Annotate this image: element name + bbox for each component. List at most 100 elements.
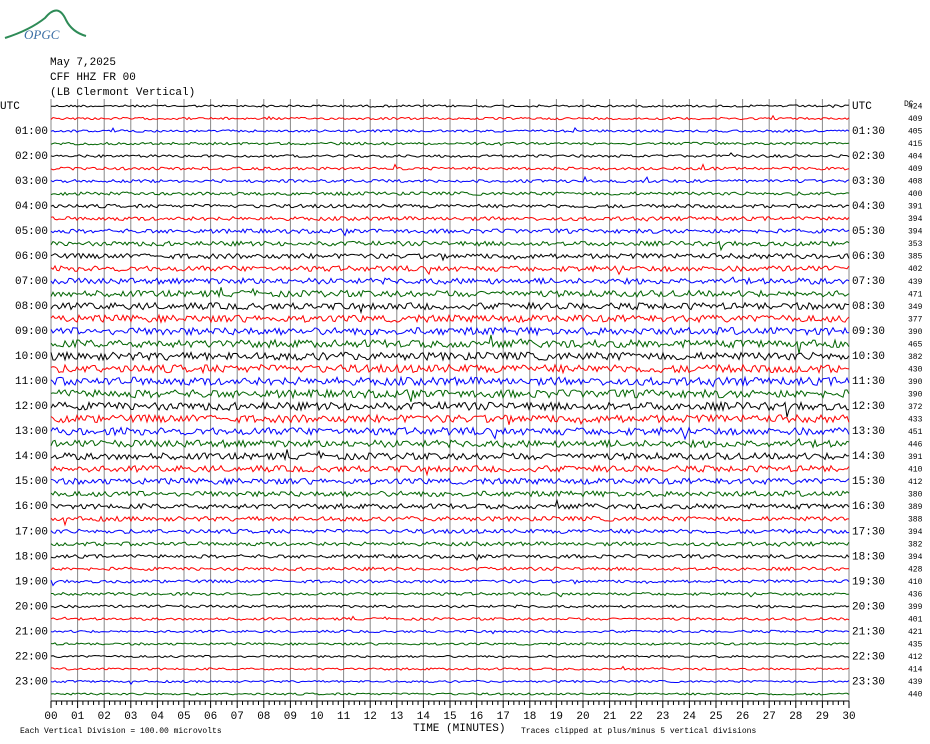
dc-offset: 349 [908, 303, 923, 312]
dc-offset: 402 [908, 265, 923, 274]
trace [50, 498, 850, 510]
x-tick-label: 09 [284, 711, 297, 723]
x-tick-label: 20 [576, 711, 589, 723]
dc-offset: 412 [908, 478, 923, 487]
clip-note: Traces clipped at plus/minus 5 vertical … [521, 727, 756, 736]
hour-label: 01:00 [15, 126, 48, 138]
trace [50, 528, 850, 535]
x-tick-label: 25 [709, 711, 722, 723]
dc-offset: 435 [908, 641, 923, 650]
trace [50, 579, 850, 587]
half-hour-label: 22:30 [852, 651, 885, 663]
half-hour-label: 03:30 [852, 176, 885, 188]
x-tick-label: 10 [310, 711, 323, 723]
trace [50, 566, 850, 572]
x-tick-label: 16 [470, 711, 483, 723]
title-line: (LB Clermont Vertical) [50, 87, 195, 99]
x-tick-label: 00 [44, 711, 57, 723]
half-hour-label: 20:30 [852, 601, 885, 613]
trace [50, 515, 849, 527]
trace [50, 375, 850, 388]
trace [50, 642, 850, 646]
dc-offset: 385 [908, 253, 923, 262]
dc-offset: 410 [908, 578, 923, 587]
trace [50, 203, 850, 209]
dc-offset: 390 [908, 390, 923, 399]
hour-label: 18:00 [15, 551, 48, 563]
x-tick-label: 02 [98, 711, 111, 723]
hour-label: 02:00 [15, 151, 48, 163]
dc-offset: 394 [908, 553, 923, 562]
dc-offset: 439 [908, 678, 923, 687]
half-hour-label: 06:30 [852, 251, 885, 263]
dc-offset: 380 [908, 490, 923, 499]
x-tick-label: 26 [736, 711, 749, 723]
trace [50, 276, 850, 286]
half-hour-label: 01:30 [852, 126, 885, 138]
hour-label: 11:00 [15, 376, 48, 388]
trace [50, 350, 850, 362]
x-tick-label: 03 [124, 711, 137, 723]
dc-offset: 382 [908, 540, 923, 549]
x-tick-label: 11 [337, 711, 351, 723]
hour-label: 23:00 [15, 676, 48, 688]
x-axis-label: TIME (MINUTES) [413, 723, 505, 735]
trace [50, 464, 850, 477]
half-hour-label: 14:30 [852, 451, 885, 463]
trace [50, 240, 850, 252]
x-tick-label: 27 [763, 711, 776, 723]
trace [50, 114, 850, 121]
hour-label: 09:00 [15, 326, 48, 338]
half-hour-label: 09:30 [852, 326, 885, 338]
dc-offset: 409 [908, 115, 923, 124]
dc-offset: 404 [908, 153, 923, 162]
dc-offset: 353 [908, 240, 923, 249]
dc-offset: 439 [908, 278, 923, 287]
half-hour-label: 10:30 [852, 351, 885, 363]
x-tick-label: 15 [443, 711, 456, 723]
trace [50, 363, 850, 375]
half-hour-label: 07:30 [852, 276, 885, 288]
x-tick-label: 24 [683, 711, 697, 723]
half-hour-label: 12:30 [852, 401, 885, 413]
trace [50, 264, 850, 276]
hour-label: 15:00 [15, 476, 48, 488]
x-tick-label: 30 [842, 711, 855, 723]
dc-offset: 424 [908, 103, 923, 112]
dc-offset: 415 [908, 140, 923, 149]
dc-offset: 451 [908, 428, 923, 437]
hour-label: 12:00 [15, 401, 48, 413]
trace [50, 191, 850, 196]
trace [50, 252, 850, 262]
dc-offset: 394 [908, 228, 923, 237]
x-tick-label: 13 [390, 711, 403, 723]
x-tick-label: 22 [630, 711, 643, 723]
trace [50, 665, 850, 671]
hour-label: 22:00 [15, 651, 48, 663]
x-tick-label: 17 [497, 711, 510, 723]
hour-label: 14:00 [15, 451, 48, 463]
dc-offset: 399 [908, 603, 923, 612]
dc-offset: 408 [908, 178, 923, 187]
logo-text: OPGC [24, 27, 60, 42]
x-tick-label: 28 [789, 711, 802, 723]
dc-offset: 421 [908, 628, 923, 637]
half-hour-label: 02:30 [852, 151, 885, 163]
half-hour-label: 16:30 [852, 501, 885, 513]
half-hour-label: UTC [852, 101, 872, 113]
dc-offset: 372 [908, 403, 923, 412]
scale-note: Each Vertical Division = 100.00 microvol… [20, 727, 222, 736]
dc-offset: 401 [908, 616, 923, 625]
trace [51, 104, 850, 109]
trace [50, 388, 850, 402]
hour-label: 07:00 [15, 276, 48, 288]
x-tick-label: 21 [603, 711, 617, 723]
dc-offset: 391 [908, 453, 923, 462]
dc-offset: 414 [908, 666, 923, 675]
hour-label: 19:00 [15, 576, 48, 588]
hour-label: UTC [0, 101, 20, 113]
half-hour-label: 17:30 [852, 526, 885, 538]
x-tick-label: 08 [257, 711, 270, 723]
dc-offset: 405 [908, 128, 923, 137]
x-tick-label: 04 [151, 711, 165, 723]
